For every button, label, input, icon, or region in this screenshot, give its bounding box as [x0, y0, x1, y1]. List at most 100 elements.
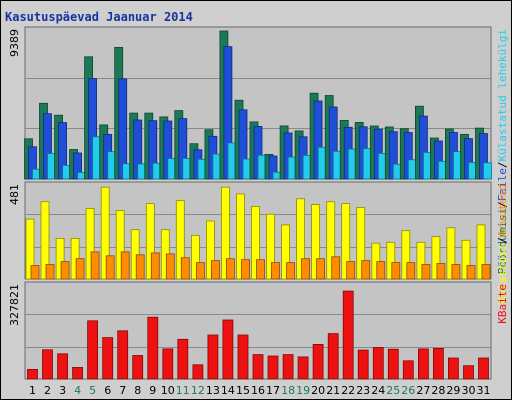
- bar-visitors-külastusi-day-11: [175, 200, 185, 280]
- bar-visitors-külastusi-day-2: [40, 201, 50, 280]
- x-tick-label-25: 25: [386, 384, 400, 397]
- bar-bytes-kbaite-day-31: [478, 357, 489, 380]
- bar-visitors-külastusi-day-25: [386, 241, 396, 280]
- bar-visitors-külastusi-day-27: [416, 241, 426, 280]
- bar-visitors-arvuteid-day-21: [331, 256, 341, 280]
- right-label-top-part-0: Pöördumisi: [496, 208, 509, 274]
- bar-visitors-külastusi-day-13: [205, 220, 215, 280]
- bar-visitors-külastusi-day-26: [401, 230, 411, 280]
- bar-visitors-külastusi-day-20: [311, 204, 321, 280]
- bar-bytes-kbaite-day-14: [222, 319, 234, 380]
- bar-visitors-külastusi-day-12: [190, 235, 200, 280]
- x-tick-label-22: 22: [341, 384, 355, 397]
- x-tick-label-3: 3: [59, 384, 66, 397]
- x-tick-label-1: 1: [29, 384, 36, 397]
- bar-visitors-arvuteid-day-1: [30, 265, 40, 280]
- bar-visitors-arvuteid-day-19: [301, 258, 311, 280]
- panel-visitors-ymax-label: 481: [8, 184, 21, 205]
- right-label-top-part-2: Faile: [496, 168, 509, 201]
- bar-visitors-arvuteid-day-13: [210, 260, 220, 280]
- right-label-middle-part-2: Arvuteid: [496, 184, 509, 237]
- x-tick-label-26: 26: [401, 384, 415, 397]
- bar-visitors-arvuteid-day-10: [165, 253, 175, 280]
- bar-visitors-külastusi-day-29: [446, 227, 456, 280]
- bar-bytes-kbaite-day-26: [402, 360, 414, 380]
- bar-bytes-kbaite-day-10: [162, 348, 174, 380]
- right-series-labels: Pöördumisi/Faile/Külastatud lehekülgiKül…: [496, 29, 509, 324]
- bar-bytes-kbaite-day-1: [27, 368, 38, 380]
- panel-bytes-ymax-label: 327821: [8, 284, 21, 326]
- x-tick-label-12: 12: [191, 384, 205, 397]
- right-label-bottom-part-0: KBaite: [496, 284, 509, 324]
- bar-visitors-külastusi-day-14: [220, 186, 230, 280]
- x-tick-label-8: 8: [134, 384, 141, 397]
- bar-visitors-külastusi-day-9: [145, 203, 155, 280]
- bar-bytes-kbaite-day-15: [237, 334, 249, 380]
- x-tick-label-16: 16: [251, 384, 265, 397]
- x-tick-label-30: 30: [462, 384, 476, 397]
- bar-visitors-külastusi-day-23: [356, 207, 366, 280]
- bar-visitors-külastusi-day-19: [296, 198, 306, 280]
- x-tick-label-2: 2: [44, 384, 51, 397]
- bar-visitors-arvuteid-day-27: [421, 264, 431, 280]
- bar-bytes-kbaite-day-7: [117, 330, 129, 380]
- bar-visitors-külastusi-day-15: [236, 193, 245, 280]
- bar-visits-külastatud-lehekülgi-day-31: [483, 162, 492, 180]
- bar-visitors-arvuteid-day-3: [60, 261, 70, 280]
- bar-bytes-kbaite-day-28: [432, 347, 444, 380]
- bar-visitors-arvuteid-day-4: [75, 258, 85, 280]
- x-tick-label-28: 28: [431, 384, 445, 397]
- bar-visitors-arvuteid-day-28: [436, 263, 446, 280]
- bar-visitors-arvuteid-day-17: [271, 262, 280, 280]
- bar-bytes-kbaite-day-20: [312, 343, 324, 380]
- bar-bytes-kbaite-day-3: [57, 353, 68, 380]
- bar-visitors-külastusi-day-28: [431, 236, 441, 280]
- x-tick-label-11: 11: [176, 384, 190, 397]
- right-label-middle-part-0: Külastusi: [496, 244, 509, 304]
- bar-bytes-kbaite-day-9: [147, 316, 159, 380]
- x-tick-label-5: 5: [89, 384, 96, 397]
- bar-visitors-külastusi-day-5: [85, 207, 95, 280]
- bar-bytes-kbaite-day-23: [357, 349, 369, 380]
- panel-visits: 9389: [8, 26, 492, 180]
- bar-visitors-arvuteid-day-23: [361, 260, 371, 280]
- x-tick-label-10: 10: [161, 384, 175, 397]
- bar-visitors-arvuteid-day-14: [225, 258, 235, 280]
- bar-visitors-arvuteid-day-15: [241, 259, 250, 280]
- x-tick-label-29: 29: [446, 384, 460, 397]
- bar-visitors-külastusi-day-7: [115, 209, 125, 280]
- bar-bytes-kbaite-day-30: [463, 365, 474, 380]
- bar-visitors-külastusi-day-22: [341, 203, 351, 280]
- bar-visitors-arvuteid-day-22: [346, 261, 356, 280]
- bar-visitors-arvuteid-day-2: [45, 264, 55, 280]
- bar-bytes-kbaite-day-13: [207, 334, 219, 380]
- x-tick-label-31: 31: [477, 384, 491, 397]
- bar-bytes-kbaite-day-17: [267, 355, 279, 380]
- bar-bytes-kbaite-day-24: [372, 347, 384, 380]
- bar-visitors-külastusi-day-6: [100, 186, 110, 280]
- x-tick-label-6: 6: [104, 384, 111, 397]
- bar-visitors-arvuteid-day-12: [195, 262, 205, 280]
- panel-bytes: 327821: [8, 281, 492, 380]
- x-tick-label-20: 20: [311, 384, 325, 397]
- bar-bytes-kbaite-day-5: [87, 320, 98, 380]
- bar-visitors-arvuteid-day-7: [120, 251, 130, 280]
- bar-visitors-külastusi-day-24: [371, 242, 381, 280]
- bar-visitors-arvuteid-day-9: [150, 252, 160, 280]
- bar-visitors-arvuteid-day-24: [376, 261, 386, 280]
- x-tick-labels: 1 2 3 4 5 6 7 8 9 10 11 12 13 14 15 16 17 18 19 20 21 22 23 24 2…: [29, 384, 491, 397]
- bar-bytes-kbaite-day-8: [132, 355, 144, 380]
- bar-visitors-arvuteid-day-25: [391, 262, 401, 280]
- bar-visitors-arvuteid-day-8: [135, 254, 145, 280]
- bar-visitors-arvuteid-day-6: [105, 255, 115, 280]
- bar-visitors-arvuteid-day-11: [180, 257, 190, 280]
- bar-bytes-kbaite-day-16: [252, 354, 264, 380]
- x-tick-label-17: 17: [266, 384, 280, 397]
- bar-visitors-külastusi-day-3: [55, 237, 65, 280]
- bar-bytes-kbaite-day-27: [417, 348, 429, 380]
- bar-visitors-külastusi-day-17: [266, 213, 275, 280]
- x-tick-label-19: 19: [296, 384, 310, 397]
- bar-bytes-kbaite-day-22: [342, 290, 354, 380]
- bar-bytes-kbaite-day-25: [387, 348, 399, 380]
